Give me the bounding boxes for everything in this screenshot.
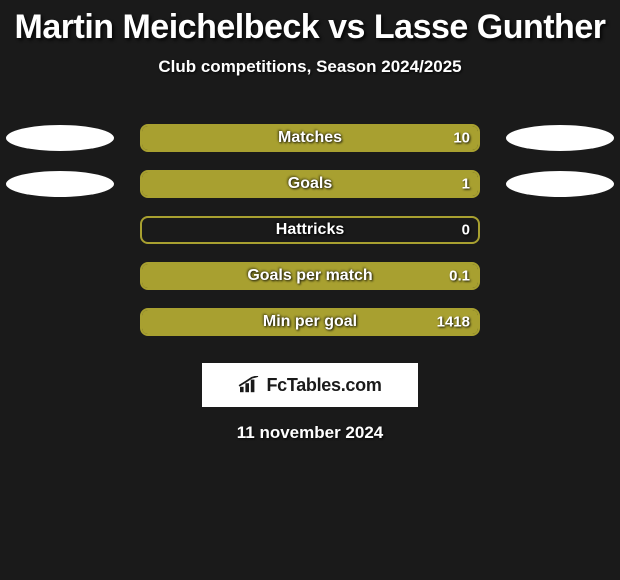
stat-row: 1 Goals xyxy=(0,161,620,207)
stat-label: Goals xyxy=(288,175,332,193)
stat-row: 1418 Min per goal xyxy=(0,299,620,345)
player2-marker xyxy=(506,125,614,151)
stat-rows: 10 Matches 1 Goals 0 Hattricks 0.1 Goals per ma… xyxy=(0,115,620,345)
date-text: 11 november 2024 xyxy=(0,423,620,443)
stat-bar: 0 Hattricks xyxy=(140,216,480,244)
stat-bar: 0.1 Goals per match xyxy=(140,262,480,290)
stat-label: Goals per match xyxy=(247,267,372,285)
comparison-infographic: Martin Meichelbeck vs Lasse Gunther Club… xyxy=(0,0,620,443)
stat-label: Min per goal xyxy=(263,313,357,331)
stat-value-player2: 1418 xyxy=(437,314,470,331)
subtitle: Club competitions, Season 2024/2025 xyxy=(0,57,620,77)
logo-text: FcTables.com xyxy=(266,375,381,396)
stat-value-player2: 0.1 xyxy=(449,268,470,285)
stat-row: 0 Hattricks xyxy=(0,207,620,253)
stat-value-player2: 0 xyxy=(462,222,470,239)
stat-row: 0.1 Goals per match xyxy=(0,253,620,299)
stat-value-player2: 10 xyxy=(453,130,470,147)
bar-chart-icon xyxy=(238,376,260,394)
player1-marker xyxy=(6,171,114,197)
page-title: Martin Meichelbeck vs Lasse Gunther xyxy=(0,8,620,47)
stat-bar: 1 Goals xyxy=(140,170,480,198)
stat-bar: 1418 Min per goal xyxy=(140,308,480,336)
stat-row: 10 Matches xyxy=(0,115,620,161)
stat-label: Matches xyxy=(278,129,342,147)
player2-marker xyxy=(506,171,614,197)
site-logo[interactable]: FcTables.com xyxy=(202,363,418,407)
player1-marker xyxy=(6,125,114,151)
stat-value-player2: 1 xyxy=(462,176,470,193)
stat-label: Hattricks xyxy=(276,221,344,239)
stat-bar: 10 Matches xyxy=(140,124,480,152)
